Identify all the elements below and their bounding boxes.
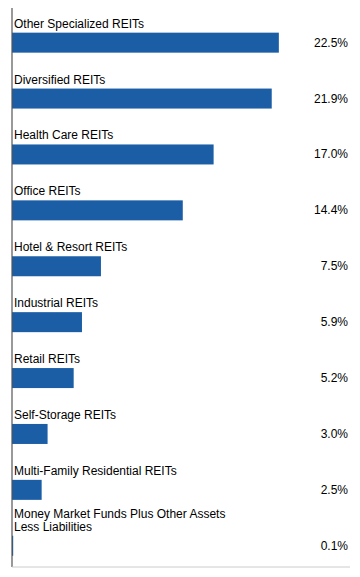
bar [12, 256, 101, 276]
category-label-line: Retail REITs [14, 352, 80, 366]
value-label: 22.5% [314, 36, 348, 50]
category-label: Self-Storage REITs [14, 408, 116, 422]
bar [12, 89, 272, 109]
category-label: Multi-Family Residential REITs [14, 464, 177, 478]
bar [12, 424, 48, 444]
value-label: 5.2% [321, 371, 349, 385]
value-label: 21.9% [314, 92, 348, 106]
bars [12, 33, 279, 556]
bar [12, 144, 214, 164]
category-label: Money Market Funds Plus Other AssetsLess… [14, 507, 225, 534]
bar [12, 480, 42, 500]
bar [12, 368, 74, 388]
value-label: 17.0% [314, 147, 348, 161]
value-label: 2.5% [321, 483, 349, 497]
category-label: Other Specialized REITs [14, 17, 144, 31]
bar [12, 200, 183, 220]
category-label-line: Money Market Funds Plus Other Assets [14, 507, 225, 521]
page: {"chart_data": {"type": "bar", "orientat… [0, 0, 360, 577]
category-label-line: Office REITs [14, 184, 80, 198]
bar [12, 33, 279, 53]
chart-container: Other Specialized REITs 22.5% Diversified … [0, 0, 360, 577]
labels: Other Specialized REITs 22.5% Diversified … [14, 17, 348, 553]
y-axis-line [11, 8, 12, 567]
x-axis-line [12, 567, 350, 568]
category-label: Hotel & Resort REITs [14, 240, 127, 254]
category-label-line: Self-Storage REITs [14, 408, 116, 422]
category-label: Retail REITs [14, 352, 80, 366]
value-label: 7.5% [321, 259, 349, 273]
category-label: Industrial REITs [14, 296, 98, 310]
value-label: 14.4% [314, 203, 348, 217]
chart-svg: Other Specialized REITs 22.5% Diversified … [0, 0, 360, 577]
category-label-line: Health Care REITs [14, 128, 113, 142]
category-label-line: Diversified REITs [14, 73, 105, 87]
bar [12, 312, 82, 332]
category-label-line: Less Liabilities [14, 520, 92, 534]
category-label-line: Hotel & Resort REITs [14, 240, 127, 254]
category-label: Health Care REITs [14, 128, 113, 142]
value-label: 5.9% [321, 315, 349, 329]
category-label-line: Other Specialized REITs [14, 17, 144, 31]
category-label-line: Multi-Family Residential REITs [14, 464, 177, 478]
value-label: 0.1% [321, 539, 349, 553]
category-label-line: Industrial REITs [14, 296, 98, 310]
category-label: Diversified REITs [14, 73, 105, 87]
value-label: 3.0% [321, 427, 349, 441]
category-label: Office REITs [14, 184, 80, 198]
